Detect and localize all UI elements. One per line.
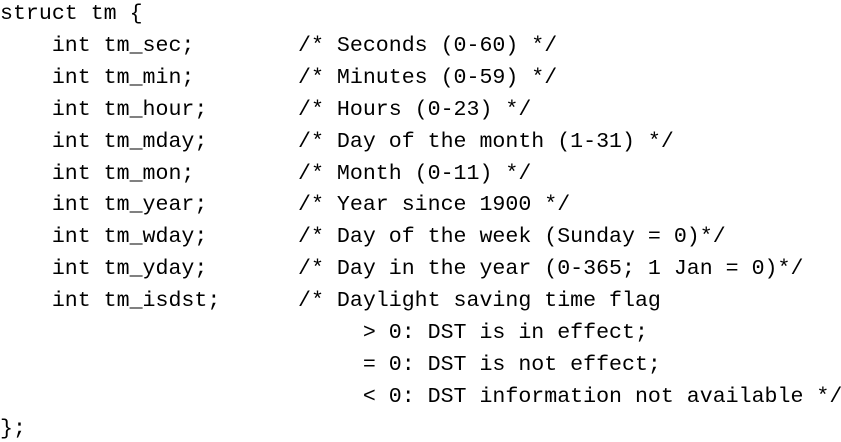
field-comment: /* Day in the year (0-365; 1 Jan = 0)*/ bbox=[298, 257, 804, 282]
field-comment: /* Year since 1900 */ bbox=[298, 193, 571, 218]
field-comment: /* Seconds (0-60) */ bbox=[298, 33, 558, 58]
code-line: int tm_mday; /* Day of the month (1-31) *… bbox=[0, 126, 841, 158]
field-comment: /* Day of the month (1-31) */ bbox=[298, 129, 674, 154]
code-line: = 0: DST is not effect; bbox=[0, 349, 841, 381]
field-declaration: int tm_mon; bbox=[51, 161, 195, 186]
struct-header: struct tm { bbox=[0, 2, 143, 26]
comment-continuation: = 0: DST is not effect; bbox=[362, 352, 661, 377]
field-declaration: int tm_sec; bbox=[51, 33, 195, 58]
field-comment: /* Month (0-11) */ bbox=[298, 161, 532, 186]
field-comment: /* Hours (0-23) */ bbox=[298, 97, 532, 122]
code-line: int tm_wday; /* Day of the week (Sunday =… bbox=[0, 221, 841, 253]
code-line: int tm_min; /* Minutes (0-59) */ bbox=[0, 62, 841, 94]
code-line: int tm_hour; /* Hours (0-23) */ bbox=[0, 94, 841, 126]
comment-continuation: < 0: DST information not available */ bbox=[362, 384, 841, 409]
field-declaration: int tm_year; bbox=[51, 193, 208, 218]
field-declaration: int tm_wday; bbox=[51, 225, 208, 250]
field-comment: /* Daylight saving time flag bbox=[298, 289, 661, 314]
field-declaration: int tm_min; bbox=[51, 65, 195, 90]
code-line: int tm_sec; /* Seconds (0-60) */ bbox=[0, 30, 841, 62]
code-line: int tm_year; /* Year since 1900 */ bbox=[0, 189, 841, 221]
field-declaration: int tm_mday; bbox=[51, 129, 208, 154]
code-line: < 0: DST information not available */ bbox=[0, 381, 841, 413]
code-line: struct tm { bbox=[0, 0, 841, 30]
field-comment: /* Day of the week (Sunday = 0)*/ bbox=[298, 225, 726, 250]
code-line: int tm_yday; /* Day in the year (0-365; 1… bbox=[0, 253, 841, 285]
comment-continuation: > 0: DST is in effect; bbox=[362, 321, 648, 345]
struct-footer: }; bbox=[0, 416, 26, 441]
field-declaration: int tm_yday; bbox=[51, 257, 208, 282]
code-line: int tm_isdst; /* Daylight saving time fla… bbox=[0, 285, 841, 317]
code-line: int tm_mon; /* Month (0-11) */ bbox=[0, 158, 841, 190]
code-line: }; bbox=[0, 413, 841, 442]
field-comment: /* Minutes (0-59) */ bbox=[298, 65, 558, 90]
field-declaration: int tm_hour; bbox=[51, 97, 208, 122]
code-line: > 0: DST is in effect; bbox=[0, 317, 841, 349]
field-declaration: int tm_isdst; bbox=[51, 289, 221, 314]
